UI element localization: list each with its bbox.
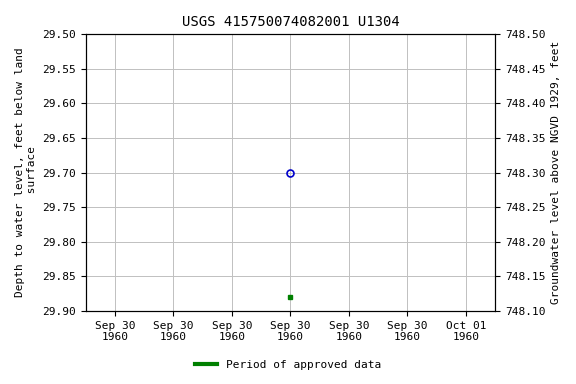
Title: USGS 415750074082001 U1304: USGS 415750074082001 U1304 <box>181 15 399 29</box>
Legend: Period of approved data: Period of approved data <box>191 356 385 375</box>
Y-axis label: Groundwater level above NGVD 1929, feet: Groundwater level above NGVD 1929, feet <box>551 41 561 304</box>
Y-axis label: Depth to water level, feet below land
 surface: Depth to water level, feet below land su… <box>15 48 37 298</box>
